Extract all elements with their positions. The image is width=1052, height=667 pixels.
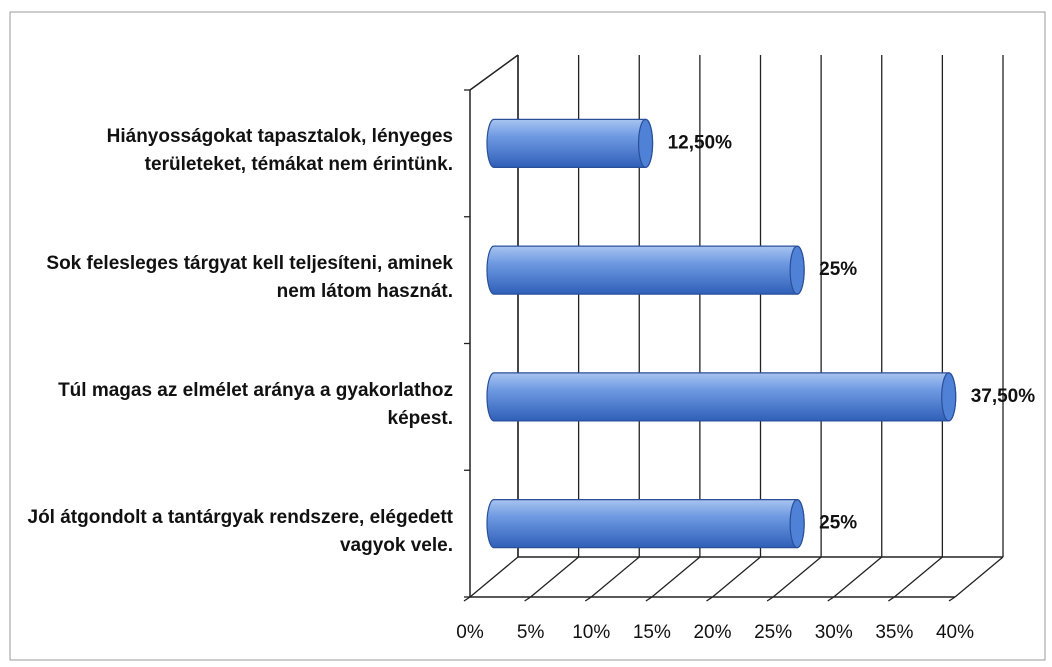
value-label: 25% [819, 513, 857, 534]
x-tick-label: 40% [936, 622, 974, 643]
floor-line [590, 556, 640, 598]
bar-cap [789, 499, 805, 549]
x-tick [584, 596, 592, 602]
frame [9, 11, 1046, 661]
x-tick [463, 596, 471, 602]
x-tick [706, 596, 713, 602]
x-tick-label: 30% [815, 622, 853, 643]
bar [486, 372, 957, 422]
floor-line [772, 556, 822, 598]
bar [486, 118, 654, 168]
x-tick-label: 0% [456, 622, 484, 643]
category-label: Sok felesleges tárgyat kell teljesíteni,… [46, 253, 453, 303]
floor-line [530, 556, 580, 598]
category-label: Hiányosságokat tapasztalok, lényeges ter… [106, 126, 453, 176]
value-label: 12,50% [668, 132, 733, 153]
x-tick [766, 596, 774, 602]
x-tick-label: 5% [517, 622, 545, 643]
x-tick [524, 596, 531, 602]
floor-line [833, 556, 883, 598]
x-tick-label: 10% [572, 622, 610, 643]
x-tick-label: 15% [633, 622, 671, 643]
x-tick-label: 20% [693, 622, 731, 643]
x-tick [888, 596, 895, 602]
category-label: Jól átgondolt a tantárgyak rendszere, el… [27, 506, 454, 556]
x-tick [948, 596, 956, 602]
value-label: 37,50% [971, 386, 1036, 407]
bar [486, 499, 805, 549]
x-tick-label: 25% [754, 622, 792, 643]
floor-line [469, 556, 519, 598]
floor-line [893, 556, 943, 598]
floor-line [651, 556, 701, 598]
bar-cap [637, 118, 654, 168]
floor-line [954, 556, 1004, 598]
value-label: 25% [819, 259, 857, 280]
floor-line [712, 556, 761, 598]
bar-cap [789, 245, 805, 295]
x-tick-label: 35% [875, 622, 913, 643]
category-label: Túl magas az elmélet aránya a gyakorlath… [58, 379, 453, 429]
bar-cap [941, 372, 957, 422]
x-tick [645, 596, 653, 602]
x-tick [827, 596, 835, 602]
bar [486, 245, 805, 295]
left-wall-top [469, 54, 519, 91]
